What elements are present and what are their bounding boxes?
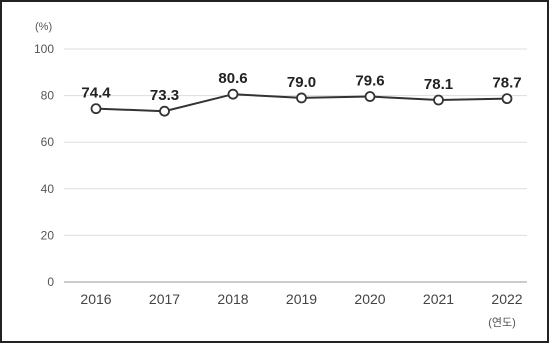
y-tick-label: 20 <box>41 228 55 242</box>
data-label: 78.7 <box>492 75 521 92</box>
data-points <box>90 88 513 117</box>
data-point <box>296 92 307 104</box>
data-label: 78.1 <box>424 76 453 93</box>
data-point <box>159 105 170 117</box>
y-tick-label: 40 <box>41 182 55 196</box>
x-tick-label: 2022 <box>491 291 522 307</box>
data-point <box>433 94 444 106</box>
y-tick-label: 80 <box>41 89 55 103</box>
data-label: 79.6 <box>355 73 384 90</box>
data-point <box>90 103 102 115</box>
x-axis-ticks: 2016 2017 2018 2019 2020 2021 2022 <box>80 291 522 307</box>
y-tick-label: 0 <box>47 275 54 289</box>
data-point <box>364 91 376 102</box>
data-point <box>501 93 513 105</box>
data-label: 73.3 <box>150 87 179 104</box>
x-tick-label: 2018 <box>217 291 248 307</box>
x-tick-label: 2021 <box>423 291 454 307</box>
grid-lines <box>64 48 527 283</box>
data-point <box>227 88 239 100</box>
x-tick-label: 2020 <box>354 291 385 307</box>
x-unit-label: (연도) <box>488 316 516 329</box>
data-label: 74.4 <box>81 85 111 102</box>
x-tick-label: 2019 <box>286 291 317 307</box>
y-tick-label: 60 <box>41 135 55 149</box>
data-label: 79.0 <box>287 74 316 91</box>
x-tick-label: 2016 <box>80 291 111 307</box>
y-unit-label: (%) <box>35 21 52 33</box>
y-tick-label: 100 <box>34 42 54 56</box>
y-axis-ticks: 0 20 40 60 80 100 <box>34 42 54 289</box>
data-labels: 74.4 73.3 80.6 79.0 79.6 78.1 78.7 <box>81 70 521 104</box>
x-tick-label: 2017 <box>149 291 180 307</box>
data-label: 80.6 <box>218 70 247 87</box>
